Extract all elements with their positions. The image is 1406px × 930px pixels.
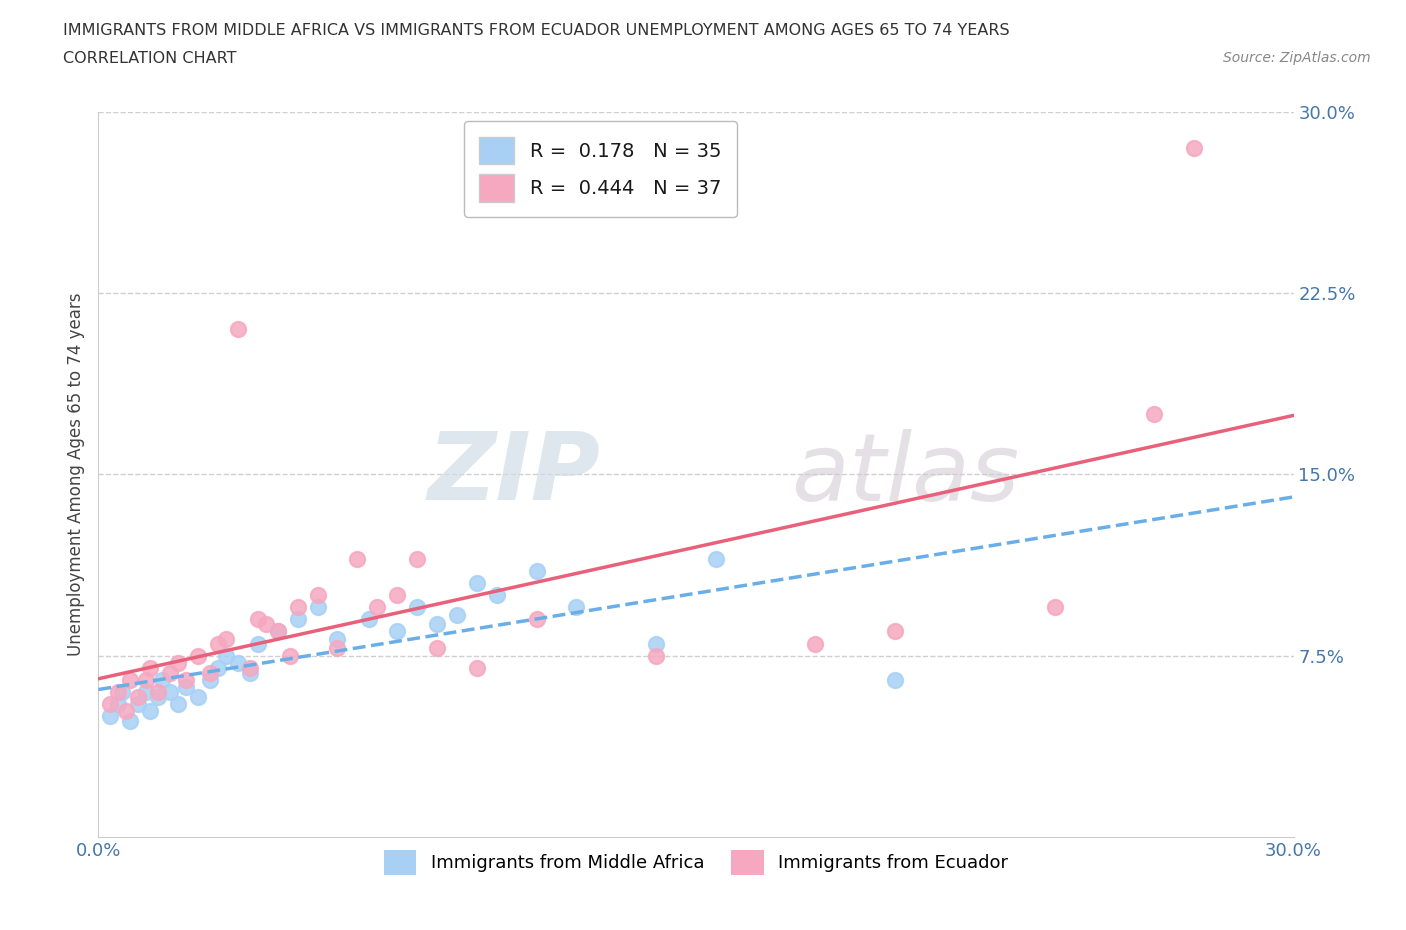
Point — [526, 612, 548, 627]
Point — [465, 660, 488, 675]
Point — [135, 672, 157, 687]
Point — [226, 656, 249, 671]
Point — [446, 607, 468, 622]
Point — [239, 665, 262, 680]
Point — [215, 648, 238, 663]
Point — [366, 600, 388, 615]
Point — [120, 713, 142, 728]
Point — [426, 617, 449, 631]
Point — [239, 660, 262, 675]
Point — [139, 660, 162, 675]
Point — [465, 576, 488, 591]
Point — [207, 660, 229, 675]
Point — [148, 689, 170, 704]
Point — [278, 648, 301, 663]
Point — [254, 617, 277, 631]
Point — [287, 600, 309, 615]
Point — [127, 697, 149, 711]
Point — [159, 684, 181, 699]
Point — [565, 600, 588, 615]
Point — [246, 612, 269, 627]
Point — [307, 600, 329, 615]
Text: IMMIGRANTS FROM MIDDLE AFRICA VS IMMIGRANTS FROM ECUADOR UNEMPLOYMENT AMONG AGES: IMMIGRANTS FROM MIDDLE AFRICA VS IMMIGRA… — [63, 23, 1010, 38]
Point — [1143, 406, 1166, 421]
Point — [127, 689, 149, 704]
Point — [287, 612, 309, 627]
Point — [159, 665, 181, 680]
Point — [1043, 600, 1066, 615]
Point — [135, 684, 157, 699]
Point — [645, 648, 668, 663]
Point — [98, 697, 122, 711]
Point — [150, 672, 173, 687]
Point — [174, 680, 197, 695]
Point — [120, 672, 142, 687]
Point — [111, 684, 134, 699]
Point — [645, 636, 668, 651]
Point — [174, 672, 197, 687]
Point — [98, 709, 122, 724]
Point — [167, 697, 190, 711]
Point — [884, 672, 907, 687]
Point — [406, 600, 429, 615]
Point — [1182, 140, 1205, 155]
Point — [326, 641, 349, 656]
Point — [804, 636, 827, 651]
Point — [267, 624, 290, 639]
Point — [246, 636, 269, 651]
Text: Source: ZipAtlas.com: Source: ZipAtlas.com — [1223, 51, 1371, 65]
Point — [385, 624, 409, 639]
Point — [267, 624, 290, 639]
Point — [187, 648, 209, 663]
Point — [139, 704, 162, 719]
Point — [426, 641, 449, 656]
Text: ZIP: ZIP — [427, 429, 600, 520]
Point — [215, 631, 238, 646]
Point — [385, 588, 409, 603]
Point — [207, 636, 229, 651]
Point — [226, 322, 249, 337]
Point — [704, 551, 727, 566]
Point — [198, 665, 221, 680]
Point — [107, 697, 129, 711]
Point — [107, 684, 129, 699]
Text: atlas: atlas — [792, 429, 1019, 520]
Point — [346, 551, 368, 566]
Point — [359, 612, 381, 627]
Point — [485, 588, 508, 603]
Text: CORRELATION CHART: CORRELATION CHART — [63, 51, 236, 66]
Point — [115, 704, 138, 719]
Point — [884, 624, 907, 639]
Point — [198, 672, 221, 687]
Point — [148, 684, 170, 699]
Y-axis label: Unemployment Among Ages 65 to 74 years: Unemployment Among Ages 65 to 74 years — [66, 293, 84, 656]
Point — [326, 631, 349, 646]
Point — [307, 588, 329, 603]
Point — [526, 564, 548, 578]
Point — [406, 551, 429, 566]
Point — [187, 689, 209, 704]
Point — [167, 656, 190, 671]
Legend: Immigrants from Middle Africa, Immigrants from Ecuador: Immigrants from Middle Africa, Immigrant… — [377, 843, 1015, 883]
